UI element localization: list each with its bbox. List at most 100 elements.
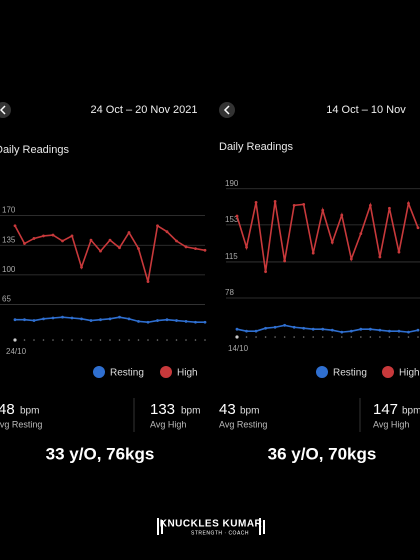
stat-label: Avg Resting	[0, 419, 42, 429]
data-point	[359, 327, 363, 331]
caption: 33 y/O, 76kgs	[46, 444, 155, 463]
data-point	[194, 320, 197, 324]
x-tick-dot	[350, 336, 353, 338]
data-point	[397, 250, 401, 254]
x-tick-dot	[302, 336, 305, 338]
x-tick-dot	[147, 339, 149, 341]
x-tick-dot	[360, 336, 362, 338]
data-point	[127, 317, 131, 321]
brand-tagline: STRENGTH · COACH	[191, 530, 249, 536]
back-button[interactable]	[219, 102, 235, 118]
x-tick-dot	[417, 336, 419, 338]
data-point	[388, 329, 391, 333]
x-tick-dot	[245, 336, 248, 338]
data-point	[311, 327, 315, 331]
data-point	[330, 241, 334, 244]
back-icon	[0, 105, 6, 115]
x-tick-dot	[109, 339, 111, 341]
data-point	[165, 230, 169, 234]
data-point	[51, 316, 55, 320]
data-point	[13, 318, 17, 322]
y-tick-label: 65	[2, 295, 11, 304]
data-point	[99, 318, 102, 322]
legend-swatch	[316, 366, 328, 378]
legend-swatch	[160, 366, 172, 378]
back-button[interactable]	[0, 102, 11, 118]
data-point	[359, 232, 363, 236]
x-tick-dot	[90, 339, 92, 341]
data-point	[368, 203, 372, 207]
x-tick-dot	[407, 336, 410, 338]
data-point	[388, 206, 391, 210]
data-point	[118, 246, 121, 250]
data-point	[407, 202, 410, 205]
x-tick-dot	[99, 339, 102, 341]
x-tick-dot	[398, 336, 400, 338]
x-tick-dot	[52, 339, 54, 341]
date-range: 24 Oct – 20 Nov 2021	[90, 104, 197, 116]
x-tick-dot	[33, 339, 35, 341]
x-tick-dot	[274, 336, 276, 338]
data-point	[194, 247, 197, 251]
data-point	[245, 329, 248, 333]
legend-label: High	[177, 368, 198, 379]
data-point	[165, 318, 169, 322]
x-tick-dot	[13, 338, 17, 342]
x-tick-dot	[264, 336, 267, 338]
data-point	[42, 234, 45, 238]
stat-value: 133	[150, 401, 175, 418]
x-tick-dot	[175, 339, 178, 341]
x-tick-dot	[235, 335, 239, 339]
data-point	[80, 265, 83, 269]
y-tick-label: 170	[2, 206, 16, 215]
data-point	[137, 247, 140, 251]
y-tick-label: 100	[2, 265, 16, 274]
data-point	[70, 234, 74, 238]
data-point	[203, 248, 207, 252]
data-point	[23, 242, 26, 245]
data-point	[99, 249, 102, 253]
x-tick-dot	[312, 336, 315, 338]
data-point	[146, 280, 150, 284]
stat-label: Avg High	[150, 419, 186, 429]
stat-value: 48	[0, 401, 15, 418]
data-point	[235, 327, 239, 331]
x-tick-dot	[369, 336, 372, 338]
stat-unit: bpm	[20, 406, 39, 417]
data-point	[70, 316, 74, 320]
x-tick-dot	[255, 336, 257, 338]
stat-value: 147	[373, 401, 398, 418]
data-point	[378, 328, 382, 332]
stat-label: Avg Resting	[219, 419, 267, 429]
chart-title: Daily Readings	[0, 144, 69, 156]
data-point	[184, 319, 188, 323]
data-point	[51, 233, 55, 237]
data-point	[378, 255, 382, 259]
data-point	[32, 237, 36, 240]
data-point	[397, 329, 401, 333]
data-point	[89, 319, 93, 322]
x-tick-dot	[340, 336, 343, 338]
data-point	[127, 231, 131, 234]
data-point	[330, 328, 334, 332]
series-line	[236, 324, 419, 333]
x-tick-dot	[42, 339, 45, 341]
x-tick-dot	[61, 339, 64, 341]
data-point	[108, 238, 112, 242]
x-tick-dot	[166, 339, 168, 341]
x-tick-dot	[156, 339, 159, 341]
data-point	[61, 239, 64, 243]
x-tick-dot	[23, 339, 26, 341]
x-tick-dot	[137, 339, 140, 341]
data-point	[118, 315, 121, 319]
data-point	[80, 317, 83, 321]
brand-name: KNUCKLES KUMAR	[160, 519, 263, 530]
chart-title: Daily Readings	[219, 141, 293, 153]
data-point	[175, 239, 178, 243]
stat-unit: bpm	[240, 406, 259, 417]
data-point	[407, 330, 410, 334]
data-point	[156, 224, 159, 228]
data-point	[42, 317, 45, 321]
